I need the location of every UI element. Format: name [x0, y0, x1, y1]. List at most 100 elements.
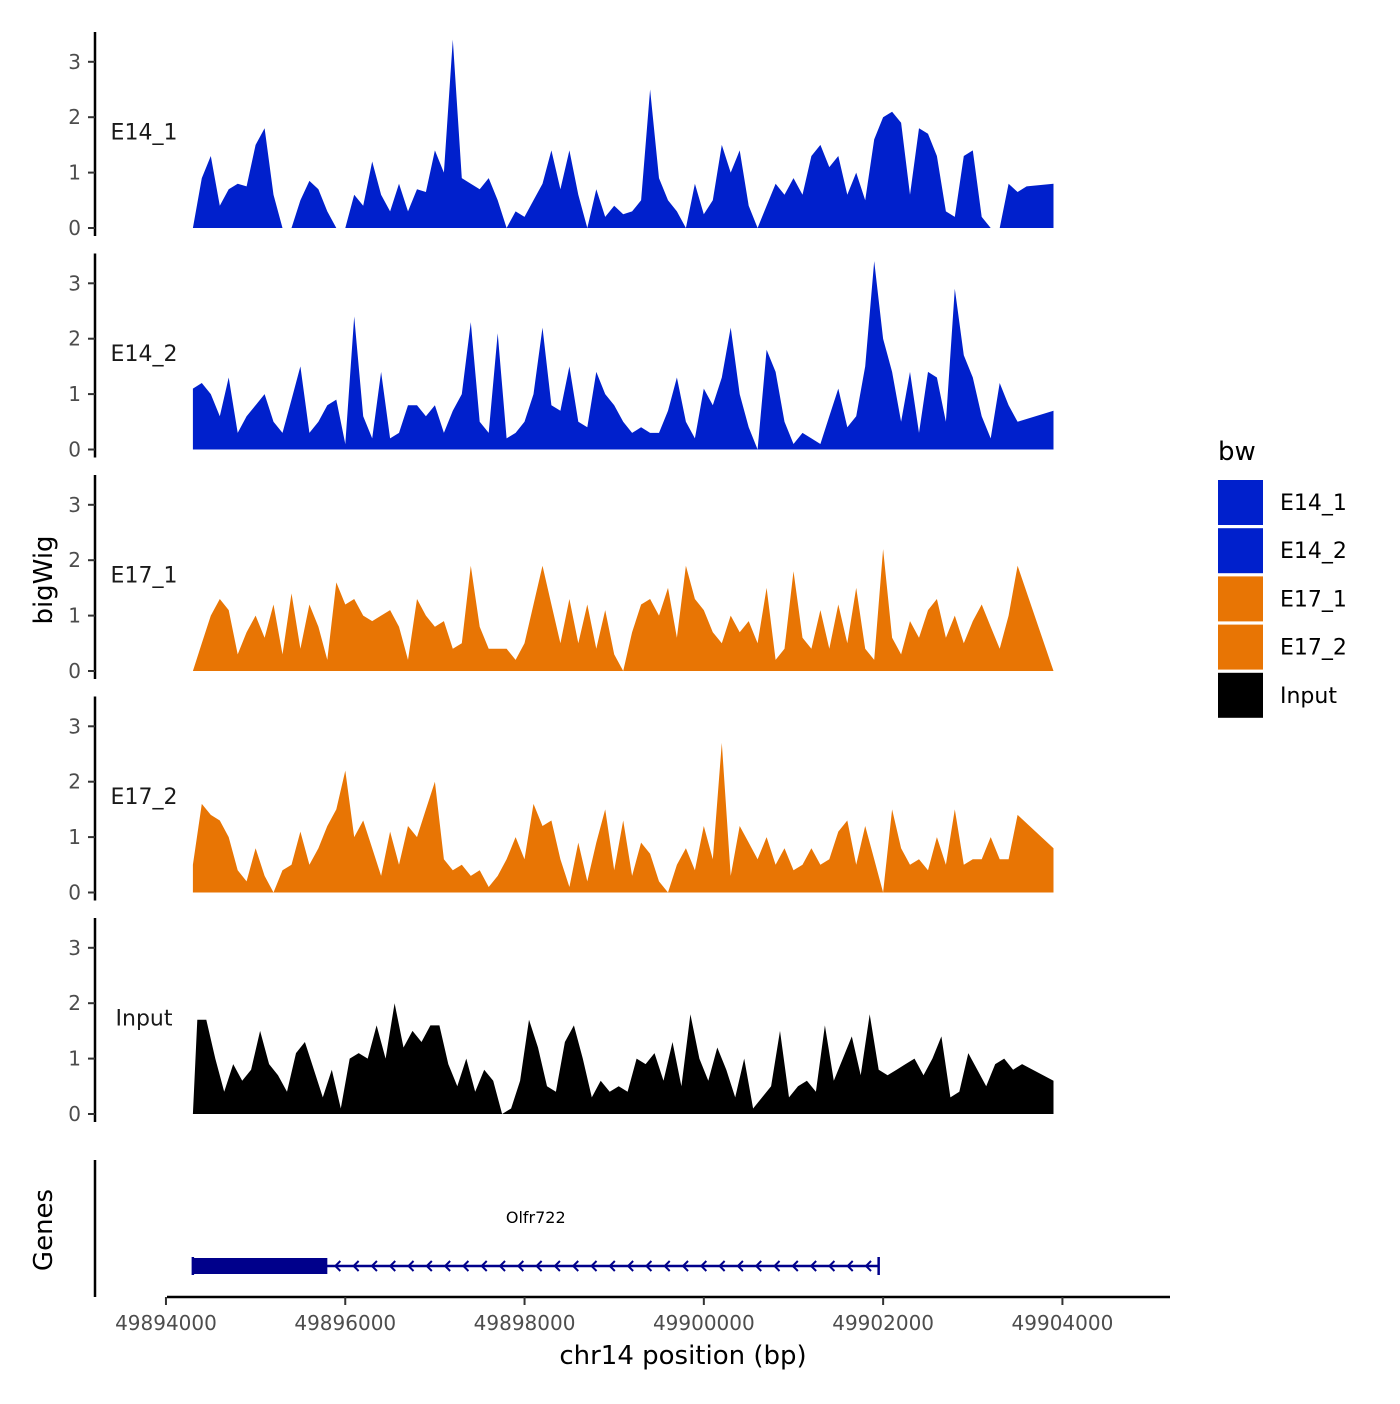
gene-exon — [192, 1258, 328, 1274]
legend-swatch — [1218, 480, 1263, 525]
legend-swatch — [1218, 624, 1263, 670]
legend-label: E17_1 — [1280, 587, 1347, 612]
gene-olfr722: Olfr722 — [191, 1208, 880, 1275]
x-tick-label: 49900000 — [653, 1311, 755, 1335]
strand-arrow — [352, 1260, 360, 1272]
track-label-e17_2: E17_2 — [111, 785, 178, 810]
y-tick-label: 0 — [68, 1102, 81, 1126]
y-tick-label: 0 — [68, 438, 81, 462]
track-panels: 0 1 2 3 E14_1 0 1 2 3 E14_2 0 1 2 3 E17_1 0 1 2 3 E17_2 0 1 2 3… — [68, 32, 1054, 1126]
strand-arrow — [498, 1260, 506, 1272]
y-tick-label: 0 — [68, 659, 81, 683]
strand-arrow — [681, 1260, 689, 1272]
x-tick-label: 49894000 — [115, 1311, 217, 1335]
y-tick-label: 2 — [68, 991, 81, 1015]
y-tick-label: 1 — [68, 382, 81, 406]
y-tick-label: 1 — [68, 825, 81, 849]
y-tick-label: 3 — [68, 936, 81, 960]
strand-arrow — [425, 1260, 433, 1272]
gene-name-label: Olfr722 — [506, 1208, 566, 1227]
y-axis-title: bigWig — [29, 535, 59, 624]
strand-arrow — [645, 1260, 653, 1272]
signal-area-input — [192, 1003, 1054, 1114]
x-tick-label: 49904000 — [1012, 1311, 1114, 1335]
strand-arrow — [846, 1260, 854, 1272]
y-tick-label: 1 — [68, 1047, 81, 1071]
legend-label: E14_2 — [1280, 539, 1347, 564]
legend-entry-e14_2: E14_2 — [1218, 528, 1347, 574]
strand-arrow — [333, 1260, 342, 1272]
x-tick-label: 49896000 — [294, 1311, 396, 1335]
strand-arrow — [828, 1260, 836, 1272]
strand-arrow — [571, 1260, 579, 1272]
signal-area-e17_1 — [192, 549, 1054, 671]
strand-arrow — [388, 1260, 396, 1272]
legend-entry-e17_2: E17_2 — [1218, 624, 1347, 670]
legend-swatch — [1218, 576, 1263, 622]
strand-arrow — [736, 1260, 744, 1272]
track-panel-e14_2: 0 1 2 3 E14_2 — [68, 253, 1054, 462]
track-label-e14_1: E14_1 — [111, 120, 178, 145]
legend: bw E14_1 E14_2 E17_1 E17_2 Input — [1218, 437, 1347, 718]
strand-arrow — [663, 1260, 671, 1272]
y-tick-label: 3 — [68, 714, 81, 738]
y-tick-label: 2 — [68, 548, 81, 572]
x-axis-title: chr14 position (bp) — [559, 1341, 806, 1371]
legend-title: bw — [1218, 437, 1256, 467]
strand-arrow — [754, 1260, 762, 1272]
y-tick-label: 3 — [68, 271, 81, 295]
signal-area-e17_2 — [192, 742, 1054, 893]
y-tick-label: 2 — [68, 105, 81, 129]
track-label-input: Input — [116, 1006, 173, 1031]
strand-arrow — [516, 1260, 525, 1272]
track-panel-e14_1: 0 1 2 3 E14_1 — [68, 32, 1054, 240]
y-tick-label: 0 — [68, 881, 81, 905]
strand-arrow — [370, 1260, 378, 1272]
track-label-e17_1: E17_1 — [111, 563, 178, 588]
legend-swatch — [1218, 672, 1263, 718]
x-tick-label: 49902000 — [832, 1311, 934, 1335]
y-tick-label: 3 — [68, 50, 81, 74]
strand-arrow — [699, 1260, 708, 1272]
y-tick-label: 1 — [68, 604, 81, 628]
y-tick-label: 0 — [68, 216, 81, 240]
strand-arrow — [864, 1260, 872, 1272]
x-tick-label: 49898000 — [474, 1311, 576, 1335]
strand-arrow — [443, 1260, 451, 1272]
strand-arrow — [462, 1260, 470, 1272]
strand-arrow — [608, 1260, 616, 1272]
legend-entry-e14_1: E14_1 — [1218, 480, 1347, 525]
strand-arrow — [553, 1260, 561, 1272]
genes-axis-title: Genes — [29, 1189, 59, 1271]
strand-arrow — [809, 1260, 817, 1272]
strand-arrow — [773, 1260, 781, 1272]
x-axis: 49894000 49896000 49898000 49900000 49902000… — [115, 1295, 1170, 1335]
y-tick-label: 3 — [68, 493, 81, 517]
track-label-e14_2: E14_2 — [111, 342, 178, 367]
genes-panel: Olfr722 — [93, 1160, 880, 1297]
legend-entry-e17_1: E17_1 — [1218, 576, 1347, 622]
strand-arrow — [791, 1260, 799, 1272]
strand-arrow — [590, 1260, 598, 1272]
y-tick-label: 2 — [68, 770, 81, 794]
legend-swatch — [1218, 528, 1263, 574]
strand-arrow — [480, 1260, 488, 1272]
strand-arrow — [535, 1260, 543, 1272]
signal-area-e14_2 — [192, 261, 1054, 450]
strand-arrow — [626, 1260, 634, 1272]
legend-label: Input — [1280, 684, 1337, 709]
track-panel-input: 0 1 2 3 Input — [68, 918, 1054, 1126]
legend-label: E17_2 — [1280, 636, 1347, 661]
track-panel-e17_2: 0 1 2 3 E17_2 — [68, 696, 1054, 905]
strand-arrow — [718, 1260, 726, 1272]
legend-label: E14_1 — [1280, 491, 1347, 516]
legend-entry-input: Input — [1218, 672, 1337, 718]
y-tick-label: 2 — [68, 327, 81, 351]
signal-area-e14_1 — [192, 39, 1054, 228]
track-panel-e17_1: 0 1 2 3 E17_1 — [68, 475, 1054, 683]
y-tick-label: 1 — [68, 161, 81, 185]
strand-arrow — [407, 1260, 415, 1272]
